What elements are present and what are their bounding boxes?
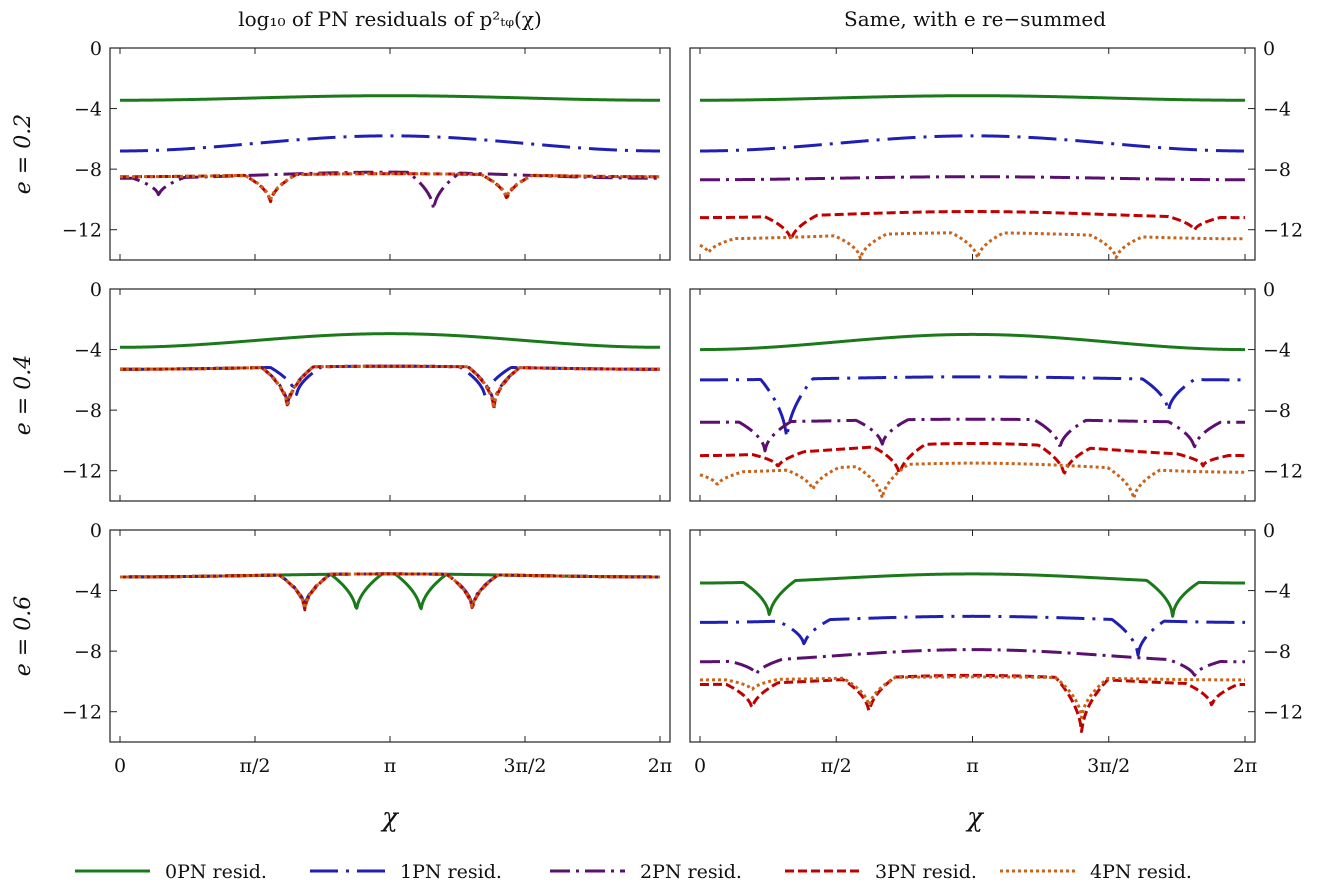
series-line-3pn-resid [699,673,1246,734]
y-tick-label: −4 [74,340,102,362]
y-tick-label: 0 [90,520,102,542]
row-label: e = 0.2 [11,114,36,194]
series-line-0pn-resid [699,94,1246,102]
series-line-4pn-resid [119,364,661,410]
series-line-0pn-resid [119,332,661,349]
panel-frame [689,529,1256,743]
x-tick-label: 0 [694,755,706,777]
series-line-1pn-resid [119,572,661,609]
panel-left-row-1: 0 −4 −8 −12 [62,38,671,261]
legend-item: 0PN resid. [75,861,267,883]
y-tick-label: 0 [1263,279,1275,301]
legend-label: 3PN resid. [875,861,977,883]
x-tick-label: 0 [114,755,126,777]
y-tick-label: −4 [1263,340,1291,362]
y-tick-label: −12 [1263,220,1303,242]
x-tick-label: π [384,755,397,777]
x-tick-label: π/2 [821,755,852,777]
series-line-3pn-resid [699,210,1246,242]
y-tick-label: −8 [1263,641,1291,663]
y-tick-label: −8 [74,400,102,422]
series-line-4pn-resid [699,675,1246,720]
panel-frame [109,47,671,261]
series-line-2pn-resid [119,170,661,211]
series-line-1pn-resid [699,134,1246,153]
series-line-2pn-resid [699,417,1246,453]
y-tick-label: −12 [1263,702,1303,724]
x-axis-label-left: χ [380,803,400,833]
y-tick-label: −12 [62,702,102,724]
row-label: e = 0.6 [11,596,36,676]
x-tick-label: 3π/2 [503,755,546,777]
panel-right-row-2: 0 −4 −8 −12 [689,279,1303,502]
legend-label: 4PN resid. [1090,861,1192,883]
panel-frame [109,529,671,743]
series-line-1pn-resid [119,364,661,398]
panel-right-row-3: 0 −4 −8 −12 0 π/2 π 3π/2 2π [689,520,1303,777]
x-tick-label: 3π/2 [1087,755,1130,777]
legend-item: 1PN resid. [310,861,502,883]
legend: 0PN resid. 1PN resid. 2PN resid. 3PN resid.… [75,861,1192,883]
x-axis-label-right: χ [965,803,985,833]
series-line-4pn-resid [699,461,1246,500]
legend-label: 2PN resid. [640,861,742,883]
y-tick-label: −4 [1263,99,1291,121]
panel-left-row-3: 0 −4 −8 −12 0 π/2 π 3π/2 2π [62,520,672,777]
legend-item: 4PN resid. [1000,861,1192,883]
series-line-4pn-resid [119,172,661,202]
series-line-0pn-resid [699,332,1246,352]
y-tick-label: −12 [62,461,102,483]
x-tick-label: π [966,755,979,777]
row-label: e = 0.4 [11,355,36,435]
panel-left-row-2: 0 −4 −8 −12 [62,279,671,502]
y-tick-label: 0 [90,279,102,301]
series-line-3pn-resid [119,364,661,411]
y-tick-label: −12 [62,220,102,242]
y-tick-label: 0 [90,38,102,60]
legend-label: 1PN resid. [400,861,502,883]
series-line-2pn-resid [119,364,661,408]
x-tick-label: π/2 [240,755,271,777]
series-line-3pn-resid [119,572,661,612]
series-line-1pn-resid [699,614,1246,657]
left-panel-title: log₁₀ of PN residuals of p²ₜᵩ(χ) [238,7,542,31]
panel-frame [109,288,671,502]
y-tick-label: −12 [1263,461,1303,483]
panel-grid: e = 0.2 e = 0.4 e = 0.6 0 −4 −8 −12 0 −4 −8 −12 0 −4… [11,38,1303,777]
series-line-2pn-resid [119,572,661,610]
y-tick-label: −8 [1263,400,1291,422]
series-line-0pn-resid [119,572,661,611]
series-line-2pn-resid [699,175,1246,182]
right-panel-title: Same, with e re−summed [844,7,1106,31]
series-line-2pn-resid [699,648,1246,677]
series-line-4pn-resid [699,231,1246,260]
series-line-3pn-resid [119,172,661,204]
series-line-4pn-resid [119,572,661,610]
legend-item: 2PN resid. [550,861,742,883]
series-line-3pn-resid [699,441,1246,475]
y-tick-label: 0 [1263,520,1275,542]
panel-right-row-1: 0 −4 −8 −12 [689,38,1303,261]
y-tick-label: −4 [1263,581,1291,603]
panel-frame [689,47,1256,261]
y-tick-label: 0 [1263,38,1275,60]
x-tick-label: 2π [1233,755,1258,777]
series-line-1pn-resid [119,134,661,153]
series-line-0pn-resid [119,94,661,102]
y-tick-label: −4 [74,99,102,121]
y-tick-label: −8 [1263,159,1291,181]
y-tick-label: −8 [74,159,102,181]
legend-item: 3PN resid. [785,861,977,883]
legend-label: 0PN resid. [165,861,267,883]
x-tick-label: 2π [648,755,673,777]
y-tick-label: −8 [74,641,102,663]
series-line-0pn-resid [699,572,1246,618]
series-line-1pn-resid [699,375,1246,439]
y-tick-label: −4 [74,581,102,603]
